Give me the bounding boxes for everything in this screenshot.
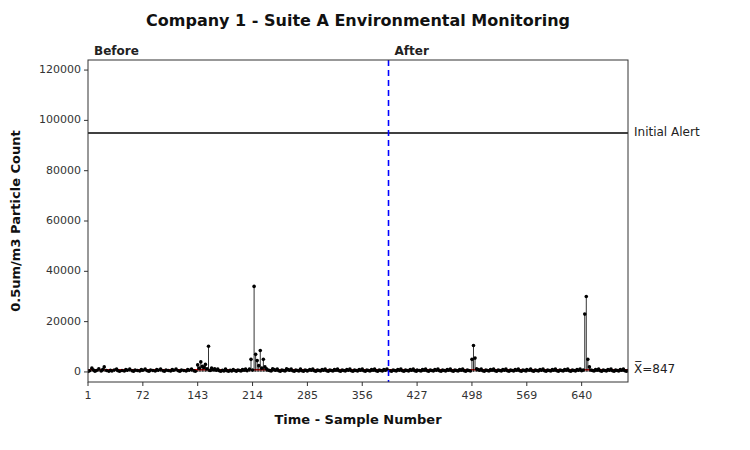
lollipop-dot (196, 363, 200, 367)
reference-label: Initial Alert (634, 125, 700, 139)
y-tick-label: 0 (74, 365, 81, 378)
lollipop-dot (204, 363, 208, 367)
x-tick-label: 498 (461, 389, 482, 402)
x-tick-label: 569 (516, 389, 537, 402)
lollipop-dot (205, 367, 209, 371)
lollipop-dot (251, 368, 255, 372)
y-tick-label: 20000 (46, 315, 81, 328)
after-label: After (395, 44, 429, 58)
lollipop-dot (581, 368, 585, 372)
before-label: Before (94, 44, 139, 58)
lollipop-stem (255, 354, 256, 372)
x-tick-label: 285 (297, 389, 318, 402)
lollipop-dot (248, 367, 252, 371)
title: Company 1 - Suite A Environmental Monito… (146, 11, 570, 30)
stems (88, 286, 628, 372)
lollipop-dot (252, 285, 256, 289)
y-tick (84, 221, 88, 222)
x-tick (142, 382, 143, 386)
lollipop-dot (258, 349, 262, 353)
lollipop-dot (249, 358, 253, 362)
y-tick (84, 371, 88, 372)
x-tick (526, 382, 527, 386)
y-tick-label: 100000 (39, 113, 81, 126)
lollipop-dot (305, 369, 309, 373)
x-tick-label: 356 (352, 389, 373, 402)
lollipop-dot (584, 295, 588, 299)
chart: 0 20000 40000 60000 80000 100000 120000 1 72 143 2… (0, 0, 750, 450)
divider-line (388, 60, 390, 382)
dots (88, 285, 628, 374)
x-tick (471, 382, 472, 386)
lollipop-dot (260, 366, 264, 370)
x-tick-label: 427 (407, 389, 428, 402)
lollipop-dot (472, 344, 476, 348)
x-tick (307, 382, 308, 386)
y-tick (84, 120, 88, 121)
lollipop-dot (254, 353, 258, 357)
x-tick (252, 382, 253, 386)
lollipop-dot (473, 356, 477, 360)
x-tick (581, 382, 582, 386)
x-tick (417, 382, 418, 386)
x-tick-label: 143 (187, 389, 208, 402)
x-tick-label: 1 (85, 389, 92, 402)
lollipop-dot (197, 366, 201, 370)
x-tick (362, 382, 363, 386)
y-tick (84, 170, 88, 171)
lollipop-stem (584, 314, 585, 372)
reference-line (88, 132, 628, 133)
lollipop-dot (257, 364, 261, 368)
y-tick-label: 60000 (46, 214, 81, 227)
plot-area (88, 60, 628, 382)
lollipop-dot (469, 369, 473, 373)
y-tick-label: 120000 (39, 63, 81, 76)
lollipop-dot (262, 358, 266, 362)
y-tick (84, 271, 88, 272)
plot-frame (88, 60, 628, 382)
x-tick-label: 214 (242, 389, 263, 402)
y-tick-label: 40000 (46, 264, 81, 277)
lollipop-dot (102, 365, 106, 369)
page: {"chart_data": { "type": "lollipop", "ti… (0, 0, 750, 450)
lollipop-dot (470, 358, 474, 362)
lollipop-dot (255, 359, 259, 363)
y-axis-label: 0.5um/m3 Particle Count (8, 130, 23, 311)
plot-content (88, 60, 628, 382)
lollipop-dot (199, 360, 203, 364)
y-tick-label: 80000 (46, 164, 81, 177)
lollipop-dot (207, 344, 211, 348)
x-tick (88, 382, 89, 386)
lollipop-stem (254, 286, 255, 372)
x-axis-label: Time - Sample Number (274, 412, 442, 427)
lollipop-dot (586, 358, 590, 362)
x-tick-label: 72 (136, 389, 150, 402)
x-tick (197, 382, 198, 386)
x-tick-label: 640 (571, 389, 592, 402)
lollipop-dot (583, 312, 587, 316)
lollipop-dot (194, 369, 198, 373)
y-tick (84, 70, 88, 71)
y-axis: 0 20000 40000 60000 80000 100000 120000 (39, 63, 88, 378)
y-tick (84, 321, 88, 322)
x-axis: 1 72 143 214 285 356 427 498 569 640 (85, 382, 593, 402)
reference-label: X̅=847 (634, 361, 675, 376)
